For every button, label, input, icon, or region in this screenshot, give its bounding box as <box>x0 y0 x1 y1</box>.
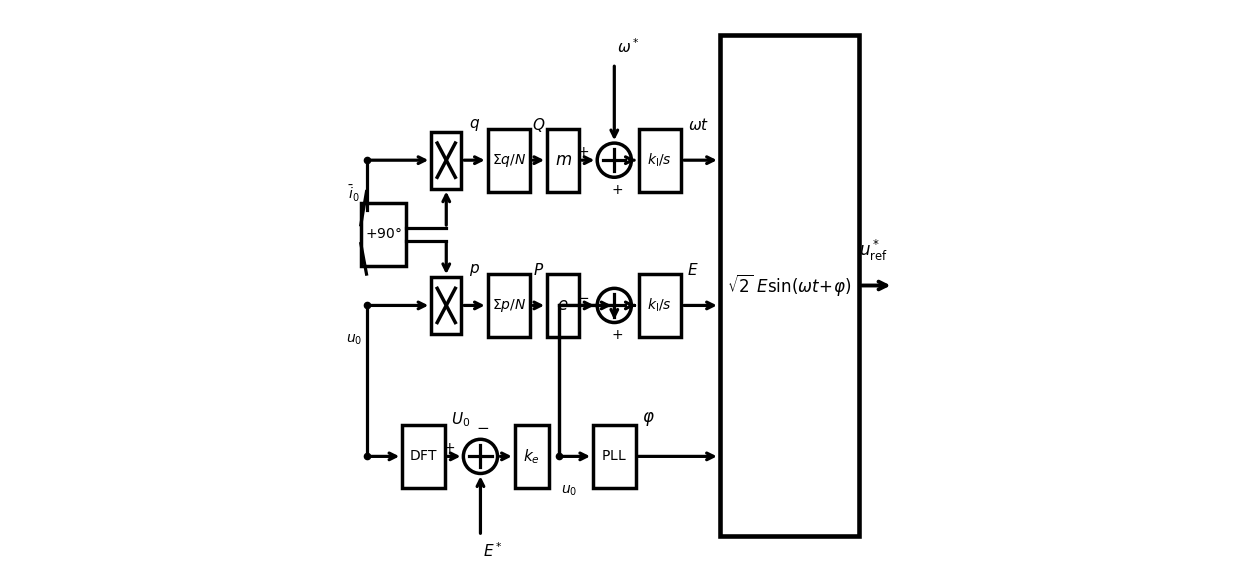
Text: $q$: $q$ <box>469 117 480 133</box>
Text: $u^*_{\rm ref}$: $u^*_{\rm ref}$ <box>859 238 888 263</box>
Text: $\varphi$: $\varphi$ <box>642 411 655 428</box>
Bar <box>402 425 445 488</box>
Text: $\omega^*$: $\omega^*$ <box>618 37 640 55</box>
Text: $u_{0}$: $u_{0}$ <box>346 332 362 347</box>
Text: $+$: $+$ <box>443 441 455 455</box>
Text: $u_{0}$: $u_{0}$ <box>562 484 578 498</box>
Text: $e$: $e$ <box>557 297 569 314</box>
Bar <box>639 129 681 191</box>
Bar <box>487 274 531 337</box>
Text: $\Sigma q/N$: $\Sigma q/N$ <box>492 152 526 168</box>
Bar <box>361 203 407 266</box>
Text: $\omega t$: $\omega t$ <box>688 117 709 133</box>
Text: $-$: $-$ <box>577 290 589 304</box>
Bar <box>432 277 461 334</box>
Text: $\mathrm{DFT}$: $\mathrm{DFT}$ <box>409 449 438 464</box>
Text: $+90°$: $+90°$ <box>365 227 402 241</box>
Bar <box>515 425 549 488</box>
Text: $P$: $P$ <box>533 262 544 278</box>
Text: $+$: $+$ <box>577 144 589 159</box>
Text: $Q$: $Q$ <box>532 116 546 134</box>
Text: $\bar{i}_{0}$: $\bar{i}_{0}$ <box>348 184 360 204</box>
Text: $+$: $+$ <box>611 328 622 342</box>
Bar <box>593 425 636 488</box>
Text: $E^*$: $E^*$ <box>484 541 503 560</box>
Text: $p$: $p$ <box>469 262 480 278</box>
Text: $k_{\rm I}/s$: $k_{\rm I}/s$ <box>647 297 672 314</box>
Text: $-$: $-$ <box>476 420 489 434</box>
Text: $\mathrm{PLL}$: $\mathrm{PLL}$ <box>601 449 627 464</box>
Text: $k_e$: $k_e$ <box>523 447 541 466</box>
Text: $\sqrt{2}\ E\mathrm{sin}(\omega t\!+\!\varphi)$: $\sqrt{2}\ E\mathrm{sin}(\omega t\!+\!\v… <box>728 272 852 299</box>
Text: $k_{\rm I}/s$: $k_{\rm I}/s$ <box>647 151 672 169</box>
Text: $U_{0}$: $U_{0}$ <box>451 410 470 429</box>
Bar <box>432 132 461 188</box>
Text: $m$: $m$ <box>554 152 572 168</box>
Bar <box>487 129 531 191</box>
Text: $+$: $+$ <box>611 183 622 197</box>
Text: $\Sigma p/N$: $\Sigma p/N$ <box>492 297 526 314</box>
Bar <box>719 35 859 536</box>
Bar <box>547 129 579 191</box>
Bar <box>547 274 579 337</box>
Text: $E$: $E$ <box>687 262 698 278</box>
Bar <box>639 274 681 337</box>
